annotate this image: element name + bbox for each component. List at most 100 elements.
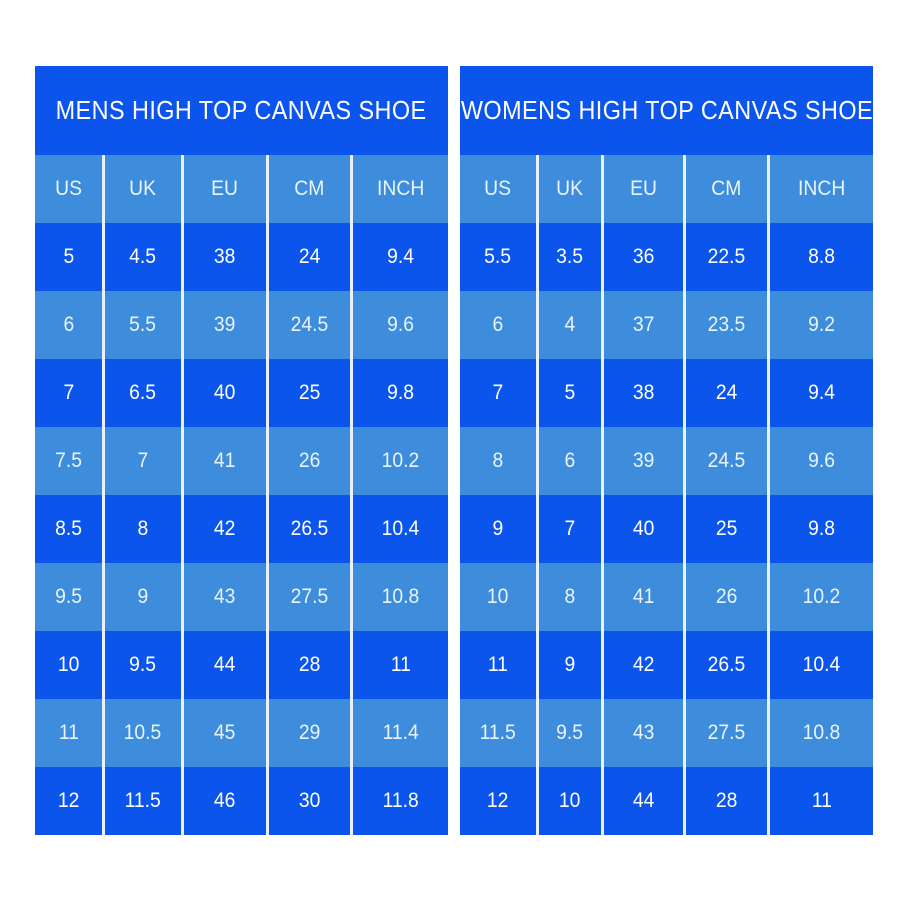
table-cell: 9.8: [352, 359, 448, 427]
table-cell: 4: [538, 291, 601, 359]
table-cell: 24: [685, 359, 768, 427]
table-cell: 43: [183, 563, 267, 631]
table-cell: 8.5: [35, 495, 102, 563]
table-cell: 3.5: [538, 223, 601, 291]
table-cell: 7: [35, 359, 102, 427]
column-header-us: US: [460, 155, 536, 223]
table-cell: 8.8: [770, 223, 873, 291]
table-cell: 26.5: [685, 631, 768, 699]
table-cell: 9: [538, 631, 601, 699]
table-cell: 27.5: [269, 563, 350, 631]
table-cell: 24.5: [269, 291, 350, 359]
column-header-eu: EU: [603, 155, 683, 223]
column-header-cm: CM: [269, 155, 350, 223]
table-cell: 26.5: [269, 495, 350, 563]
table-cell: 8: [538, 563, 601, 631]
table-cell: 6: [35, 291, 102, 359]
column-header-uk: UK: [104, 155, 181, 223]
table-cell: 26: [269, 427, 350, 495]
table-cell: 8: [104, 495, 181, 563]
table-cell: 46: [183, 767, 267, 835]
table-cell: 25: [685, 495, 768, 563]
table-cell: 11.8: [352, 767, 448, 835]
table-cell: 4.5: [104, 223, 181, 291]
column-header-uk: UK: [538, 155, 601, 223]
table-cell: 22.5: [685, 223, 768, 291]
womens-size-chart: WOMENS HIGH TOP CANVAS SHOE US UK EU CM …: [460, 66, 873, 835]
table-cell: 36: [603, 223, 683, 291]
table-cell: 25: [269, 359, 350, 427]
table-cell: 7: [104, 427, 181, 495]
table-cell: 7: [538, 495, 601, 563]
table-cell: 9.4: [770, 359, 873, 427]
table-cell: 30: [269, 767, 350, 835]
table-cell: 11: [352, 631, 448, 699]
table-cell: 9.8: [770, 495, 873, 563]
table-cell: 12: [35, 767, 102, 835]
table-cell: 9.5: [35, 563, 102, 631]
table-cell: 6: [538, 427, 601, 495]
table-cell: 5.5: [104, 291, 181, 359]
table-cell: 5: [35, 223, 102, 291]
table-cell: 41: [603, 563, 683, 631]
table-cell: 29: [269, 699, 350, 767]
mens-size-chart: MENS HIGH TOP CANVAS SHOE US UK EU CM IN…: [35, 66, 448, 835]
table-cell: 40: [183, 359, 267, 427]
table-cell: 9.6: [770, 427, 873, 495]
table-cell: 26: [685, 563, 768, 631]
table-cell: 43: [603, 699, 683, 767]
table-cell: 44: [183, 631, 267, 699]
table-cell: 8: [460, 427, 536, 495]
table-cell: 37: [603, 291, 683, 359]
column-header-inch: INCH: [770, 155, 873, 223]
table-cell: 10: [35, 631, 102, 699]
table-cell: 10.2: [770, 563, 873, 631]
table-cell: 10.2: [352, 427, 448, 495]
table-cell: 10.4: [770, 631, 873, 699]
table-cell: 45: [183, 699, 267, 767]
table-cell: 10: [460, 563, 536, 631]
column-header-inch: INCH: [352, 155, 448, 223]
table-cell: 11.5: [104, 767, 181, 835]
table-cell: 12: [460, 767, 536, 835]
table-cell: 23.5: [685, 291, 768, 359]
table-cell: 11.4: [352, 699, 448, 767]
table-cell: 9.5: [538, 699, 601, 767]
table-cell: 9.5: [104, 631, 181, 699]
table-cell: 5: [538, 359, 601, 427]
table-cell: 38: [603, 359, 683, 427]
column-header-cm: CM: [685, 155, 768, 223]
table-cell: 44: [603, 767, 683, 835]
table-cell: 9: [460, 495, 536, 563]
column-header-eu: EU: [183, 155, 267, 223]
table-cell: 6.5: [104, 359, 181, 427]
table-cell: 40: [603, 495, 683, 563]
table-cell: 27.5: [685, 699, 768, 767]
womens-size-grid: US UK EU CM INCH 5.5 3.5 36 22.5 8.8 6 4 37 23.5…: [460, 155, 873, 835]
table-cell: 7: [460, 359, 536, 427]
table-cell: 10.5: [104, 699, 181, 767]
table-cell: 6: [460, 291, 536, 359]
table-cell: 28: [685, 767, 768, 835]
table-cell: 5.5: [460, 223, 536, 291]
table-cell: 11: [770, 767, 873, 835]
table-cell: 39: [183, 291, 267, 359]
table-cell: 11: [460, 631, 536, 699]
table-cell: 42: [183, 495, 267, 563]
table-cell: 10.8: [352, 563, 448, 631]
table-cell: 41: [183, 427, 267, 495]
table-cell: 24: [269, 223, 350, 291]
table-title: MENS HIGH TOP CANVAS SHOE: [55, 95, 427, 125]
table-cell: 38: [183, 223, 267, 291]
mens-size-grid: US UK EU CM INCH 5 4.5 38 24 9.4 6 5.5 39 24.5 9.…: [35, 155, 448, 835]
table-cell: 9.6: [352, 291, 448, 359]
mens-title-band: MENS HIGH TOP CANVAS SHOE: [35, 66, 448, 155]
table-cell: 9.2: [770, 291, 873, 359]
table-cell: 39: [603, 427, 683, 495]
table-cell: 11.5: [460, 699, 536, 767]
table-title: WOMENS HIGH TOP CANVAS SHOE: [460, 95, 873, 125]
table-cell: 7.5: [35, 427, 102, 495]
table-cell: 10: [538, 767, 601, 835]
column-header-us: US: [35, 155, 102, 223]
